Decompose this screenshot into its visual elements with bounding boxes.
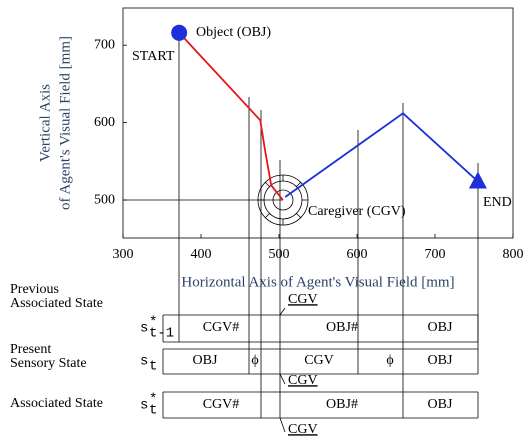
annotation: START xyxy=(132,49,175,64)
row-label: Previous xyxy=(10,282,59,297)
cell: CGV# xyxy=(203,397,240,412)
cell: CGV# xyxy=(203,320,240,335)
symbol: s xyxy=(140,354,148,370)
note: CGV xyxy=(288,292,318,307)
symbol-sup: * xyxy=(149,315,157,331)
cell: OBJ xyxy=(428,353,453,368)
y-axis-label: Vertical Axis xyxy=(37,84,53,162)
row-label: Associated State xyxy=(10,296,103,311)
x-tick-label: 300 xyxy=(113,247,134,262)
object-marker xyxy=(171,24,188,41)
x-tick-label: 600 xyxy=(347,247,368,262)
cell: OBJ# xyxy=(326,397,358,412)
note: CGV xyxy=(288,422,318,437)
y-tick-label: 700 xyxy=(94,37,115,52)
row-label: Associated State xyxy=(10,396,103,411)
cell: ϕ xyxy=(386,353,393,368)
trajectory xyxy=(178,32,284,201)
annotation: Object (OBJ) xyxy=(196,25,271,40)
symbol-sub: t xyxy=(149,359,157,375)
row-label: Present xyxy=(10,342,51,357)
table-lines xyxy=(162,307,479,433)
cell: OBJ xyxy=(193,353,218,368)
cell: ϕ xyxy=(251,353,258,368)
symbol: s xyxy=(140,398,148,414)
note: CGV xyxy=(288,373,318,388)
x-tick-label: 400 xyxy=(191,247,212,262)
x-tick-label: 700 xyxy=(425,247,446,262)
cell: OBJ xyxy=(428,320,453,335)
annotation: END xyxy=(483,195,512,210)
x-axis-label: Horizontal Axis of Agent's Visual Field … xyxy=(181,274,454,290)
y-tick-label: 500 xyxy=(94,192,115,207)
annotation: Caregiver (CGV) xyxy=(308,204,406,219)
y-tick-label: 600 xyxy=(94,115,115,130)
cell: CGV xyxy=(304,353,334,368)
cell: OBJ xyxy=(428,397,453,412)
x-tick-label: 500 xyxy=(269,247,290,262)
x-tick-label: 800 xyxy=(503,247,524,262)
caregiver-target xyxy=(257,174,309,226)
symbol-sub: t xyxy=(149,403,157,419)
end-marker xyxy=(468,171,487,189)
trajectory xyxy=(284,112,479,198)
symbol-sub: t-1 xyxy=(149,326,174,342)
symbol-sup: * xyxy=(149,392,157,408)
y-axis-label: of Agent's Visual Field [mm] xyxy=(57,36,73,210)
guide-lines xyxy=(123,33,479,418)
cell: OBJ# xyxy=(326,320,358,335)
row-label: Sensory State xyxy=(10,356,87,371)
symbol: s xyxy=(140,321,148,337)
